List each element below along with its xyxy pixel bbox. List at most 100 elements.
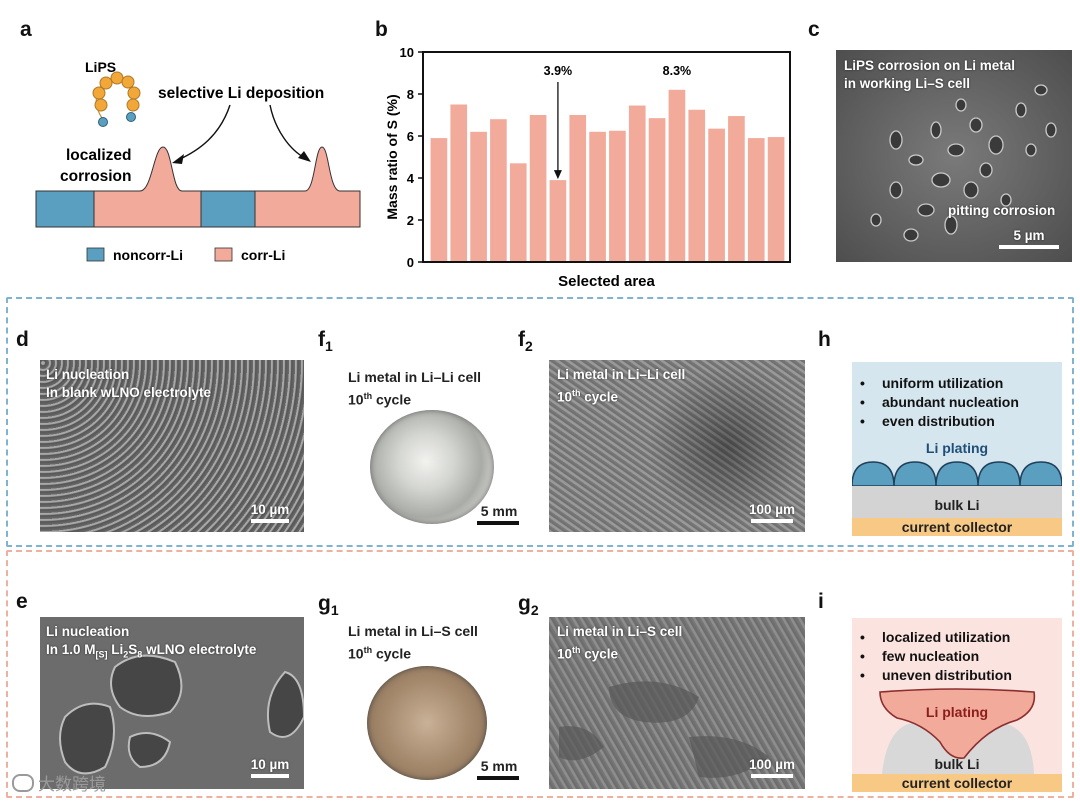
w-corrosion-box [6,550,1074,798]
scale-bar-g1-label: 5 mm [480,758,518,774]
scale-bar-e: 10 µm [245,757,295,778]
bar-9 [609,130,626,262]
scale-bar-g2: 100 µm [743,757,801,778]
arrow-left-icon [172,154,184,164]
bar-6 [549,180,567,262]
panel-i-plating: Li plating [925,704,989,720]
bar-chart: 0 2 4 6 8 10 Mass ratio of S (%) Selected area 3… [384,45,791,290]
bar-10 [628,105,646,262]
scale-bar-f1: 5 mm [477,503,521,525]
x-axis-label: Selected area [558,273,655,290]
y-tick-label-8: 8 [407,87,414,102]
localized-plating-shape [879,688,1036,774]
nucleation-blobs [40,617,304,789]
panel-g2-line1: Li metal in Li–S cell [557,624,683,639]
panel-g1-cycle: 10th cycle [348,645,412,662]
sem-image-g2: Li metal in Li–S cell 10th cycle 100 µm [549,617,805,789]
panel-d-label: d [16,328,29,351]
wo-corrosion-box [6,297,1074,547]
panel-i-diagram: localized utilization few nucleation une… [852,618,1062,792]
y-tick-label-0: 0 [407,255,414,270]
panel-f2-label: f2 [518,328,533,355]
panel-f2-cycle: 10th cycle [557,388,619,405]
bar-14 [708,128,725,262]
bar-12 [668,89,686,262]
bar-4 [509,163,527,262]
panel-f1-cycle: 10th cycle [348,391,412,408]
li-s-disc-photo [367,666,487,780]
scale-bar-g1: 5 mm [477,758,521,780]
panel-i-bullets: localized utilization few nucleation une… [860,628,1012,685]
panel-f1-caption: Li metal in Li–Li cell 10th cycle [348,368,481,410]
scale-bar-c-label: 5 µm [1013,228,1045,243]
localized-label-2: corrosion [60,168,131,185]
scale-bar-e-label: 10 µm [250,757,290,772]
panel-f2-line1: Li metal in Li–Li cell [557,367,686,382]
plating-bumps [852,461,1062,487]
panel-g2-label: g2 [518,592,539,619]
lips-molecule-icon [92,71,141,127]
legend-corr-swatch [214,247,233,262]
y-tick-label-10: 10 [400,45,414,60]
panel-h-diagram: uniform utilization abundant nucleation … [852,362,1062,536]
panel-b-label: b [375,18,388,41]
bar-17 [767,137,785,262]
panel-a-schematic: LiPS selective Li deposition localized c… [35,59,361,263]
annotation-0: 3.9% [544,64,573,78]
panel-d-line2: In blank wLNO electrolyte [46,385,212,400]
scale-bar-f2-label: 100 µm [748,502,796,517]
panel-g1-label: g1 [318,592,339,619]
watermark-logo-icon [12,774,34,792]
panel-i-bullet-2: few nucleation [860,647,1012,666]
noncorr-block-1 [35,190,95,228]
panel-h-bullet-3: even distribution [860,412,1019,431]
legend-noncorr-label: noncorr-Li [113,247,183,263]
pitting-annotation: pitting corrosion [948,203,1056,218]
panel-h-bullet-1: uniform utilization [860,374,1019,393]
corr-block-1 [93,146,202,228]
panel-i-bulk: bulk Li [934,756,980,772]
bar-16 [747,138,765,262]
scale-bar-d: 10 µm [245,502,295,523]
bar-1 [450,104,468,262]
panel-c-title-2: in working Li–S cell [844,76,971,91]
watermark: 大数跨境 [12,770,106,795]
bar-13 [688,109,706,262]
scale-bar-c: 5 µm [998,228,1060,249]
panel-h-plating: Li plating [925,440,989,456]
panel-f1-line1: Li metal in Li–Li cell [348,369,482,385]
y-tick-label-6: 6 [407,129,414,144]
panel-i-bullet-1: localized utilization [860,628,1012,647]
panel-h-label: h [818,328,831,351]
arrow-right-icon [298,151,311,162]
crack-network [559,681,769,778]
bar-7 [569,115,587,262]
panel-g2-cycle: 10th cycle [557,645,619,662]
bar-15 [728,116,745,262]
panel-i-bullet-3: uneven distribution [860,666,1012,685]
panel-h-bullet-2: abundant nucleation [860,393,1019,412]
panel-c-label: c [808,18,820,41]
legend-corr-label: corr-Li [241,247,285,263]
panel-h-collector: current collector [852,518,1062,536]
scale-bar-f1-label: 5 mm [480,503,518,519]
panel-d-line1: Li nucleation [46,367,130,382]
pitting-texture [836,50,1072,262]
selective-deposition-label: selective Li deposition [158,85,324,102]
y-tick-label-4: 4 [407,171,415,186]
lips-label: LiPS [85,59,116,75]
panel-i-label: i [818,590,824,613]
annotation-arrow-head-icon [553,170,562,180]
noncorr-block-2 [200,190,256,228]
bar-3 [490,119,507,262]
annotation-1: 8.3% [663,64,692,78]
panel-f1-label: f1 [318,328,333,355]
sem-image-f2: Li metal in Li–Li cell 10th cycle 100 µm [549,360,805,532]
y-axis-label: Mass ratio of S (%) [384,94,400,219]
panel-g1-line1: Li metal in Li–S cell [348,623,478,639]
bar-8 [589,131,606,262]
panel-h-bullets: uniform utilization abundant nucleation … [860,374,1019,431]
panel-i-collector: current collector [852,774,1062,792]
bar-2 [470,131,487,262]
panel-a-label: a [20,18,32,41]
